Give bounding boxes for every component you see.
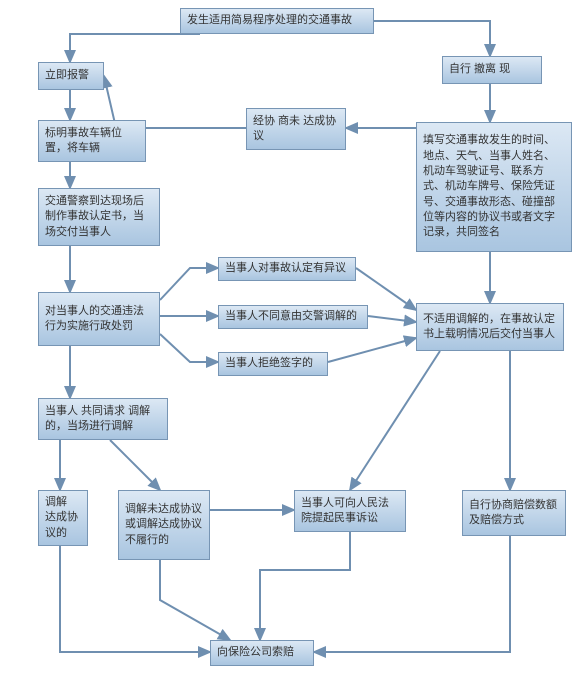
flow-node-label: 当事人 共同请求 调解的，当场进行调解 <box>45 404 161 435</box>
flow-edge-n15-n18 <box>160 560 230 640</box>
flow-node-label: 调解未达成协议或调解达成协议不履行的 <box>125 502 203 548</box>
flow-node-label: 标明事故车辆位置，将车辆 <box>45 126 139 157</box>
flow-node-label: 当事人可向人民法院提起民事诉讼 <box>301 496 399 527</box>
flow-edge-n10-n11 <box>160 334 218 362</box>
flow-edge-n16-n18 <box>260 532 350 640</box>
flow-node-n6: 交通警察到达现场后制作事故认定书，当场交付当事人 <box>38 188 160 246</box>
flow-node-label: 自行协商赔偿数额及赔偿方式 <box>469 498 559 529</box>
flow-edge-n17-n18 <box>314 536 510 652</box>
flow-node-label: 不适用调解的，在事故认定书上载明情况后交付当事人 <box>423 312 557 343</box>
flow-node-n17: 自行协商赔偿数额及赔偿方式 <box>462 490 566 536</box>
flow-edge-n1-n3 <box>374 21 490 56</box>
flow-node-label: 当事人拒绝签字的 <box>225 356 313 371</box>
flow-node-label: 经协 商未 达成协议 <box>253 114 339 145</box>
flow-edge-n1-n2 <box>70 34 200 62</box>
flow-node-n5: 经协 商未 达成协议 <box>246 108 346 150</box>
flow-node-n3: 自行 撤离 现 <box>442 56 542 84</box>
flow-edge-n12-n16 <box>350 351 440 490</box>
flow-edge-n11-n12 <box>328 338 416 362</box>
flow-node-n15: 调解未达成协议或调解达成协议不履行的 <box>118 490 210 560</box>
flow-node-n14: 调解 达成协 议的 <box>38 490 88 546</box>
flow-node-label: 立即报警 <box>45 68 89 83</box>
flow-node-label: 当事人对事故认定有异议 <box>225 261 346 276</box>
flow-node-n1: 发生适用简易程序处理的交通事故 <box>180 8 374 34</box>
flow-node-label: 发生适用简易程序处理的交通事故 <box>187 13 352 28</box>
flow-node-n8: 当事人对事故认定有异议 <box>218 257 356 281</box>
flow-edge-n8-n12 <box>356 268 416 310</box>
flow-node-n2: 立即报警 <box>38 62 104 90</box>
flow-node-n16: 当事人可向人民法院提起民事诉讼 <box>294 490 406 532</box>
flow-node-label: 填写交通事故发生的时间、地点、天气、当事人姓名、机动车驾驶证号、联系方式、机动车… <box>423 133 565 241</box>
flow-node-n18: 向保险公司索赔 <box>210 640 314 666</box>
flow-node-label: 调解 达成协 议的 <box>45 495 81 541</box>
flow-node-n7: 填写交通事故发生的时间、地点、天气、当事人姓名、机动车驾驶证号、联系方式、机动车… <box>416 122 572 252</box>
flow-node-n9: 当事人不同意由交警调解的 <box>218 305 368 329</box>
flow-edge-n9-n12 <box>368 316 416 322</box>
flow-node-label: 当事人不同意由交警调解的 <box>225 309 357 324</box>
flow-node-label: 对当事人的交通违法行为实施行政处罚 <box>45 304 153 335</box>
flow-node-n4: 标明事故车辆位置，将车辆 <box>38 120 146 162</box>
flow-node-n11: 当事人拒绝签字的 <box>218 352 328 376</box>
flow-node-n12: 不适用调解的，在事故认定书上载明情况后交付当事人 <box>416 303 564 351</box>
flow-node-label: 向保险公司索赔 <box>217 645 294 660</box>
flow-node-label: 自行 撤离 现 <box>449 62 510 77</box>
flow-edge-n13-n15 <box>110 440 160 490</box>
flow-node-n10: 对当事人的交通违法行为实施行政处罚 <box>38 292 160 346</box>
flow-edge-n10-n8 <box>160 268 218 300</box>
flow-edge-n14-n18 <box>60 546 210 652</box>
flow-node-label: 交通警察到达现场后制作事故认定书，当场交付当事人 <box>45 194 153 240</box>
flow-node-n13: 当事人 共同请求 调解的，当场进行调解 <box>38 398 168 440</box>
